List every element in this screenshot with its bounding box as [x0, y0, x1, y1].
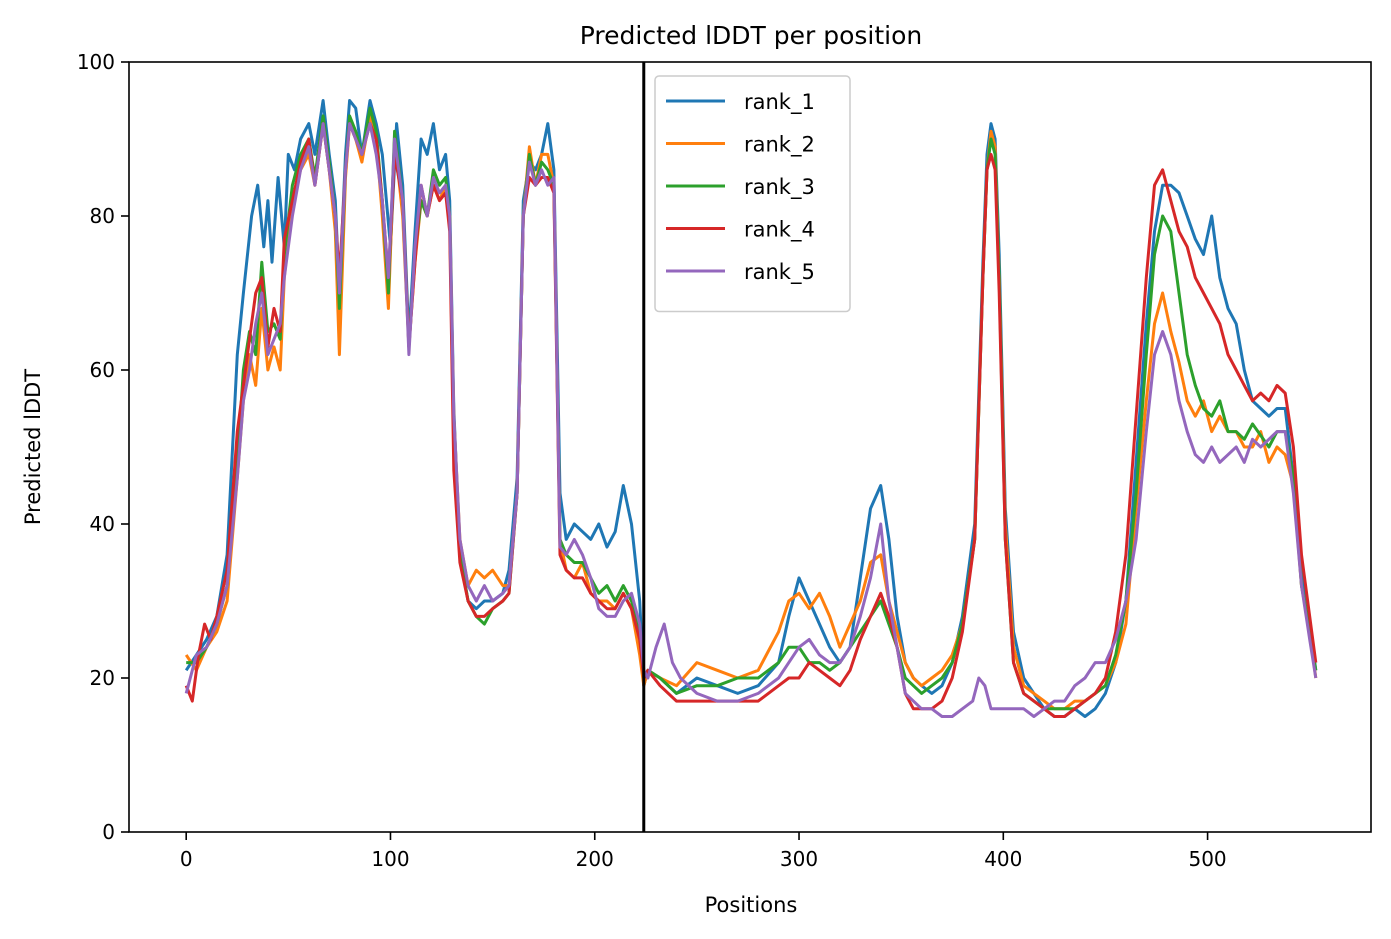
- series-line-rank-5: [184, 122, 1318, 718]
- y-tick-label: 0: [102, 820, 115, 844]
- plot-area: [128, 61, 1372, 833]
- legend-label-rank-2: rank_2: [744, 133, 815, 158]
- y-tick-label: 40: [90, 512, 115, 536]
- x-tick-label: 100: [371, 847, 409, 871]
- legend-label-rank-5: rank_5: [744, 260, 815, 285]
- x-tick-label: 0: [180, 847, 193, 871]
- legend-box: [654, 75, 851, 313]
- y-tick-label: 80: [90, 204, 115, 228]
- legend-label-rank-4: rank_4: [744, 218, 815, 243]
- legend-label-rank-1: rank_1: [744, 90, 815, 115]
- y-tick-label: 60: [90, 358, 115, 382]
- y-axis: 0 20 40 60 80 100: [77, 50, 129, 844]
- plot-frame: [128, 61, 1372, 833]
- x-axis-label: Positions: [705, 893, 798, 917]
- legend-label-rank-3: rank_3: [744, 175, 815, 200]
- legend: rank_1 rank_2 rank_3 rank_4 rank_5: [654, 75, 851, 313]
- y-tick-label: 100: [77, 50, 115, 74]
- y-tick-label: 20: [90, 666, 115, 690]
- x-axis: 0 100 200 300 400 500: [180, 832, 1227, 871]
- chart-title: Predicted lDDT per position: [580, 21, 922, 50]
- x-tick-label: 300: [780, 847, 818, 871]
- y-axis-label: Predicted lDDT: [21, 369, 45, 525]
- x-tick-label: 400: [984, 847, 1022, 871]
- x-tick-label: 500: [1188, 847, 1226, 871]
- x-tick-label: 200: [576, 847, 614, 871]
